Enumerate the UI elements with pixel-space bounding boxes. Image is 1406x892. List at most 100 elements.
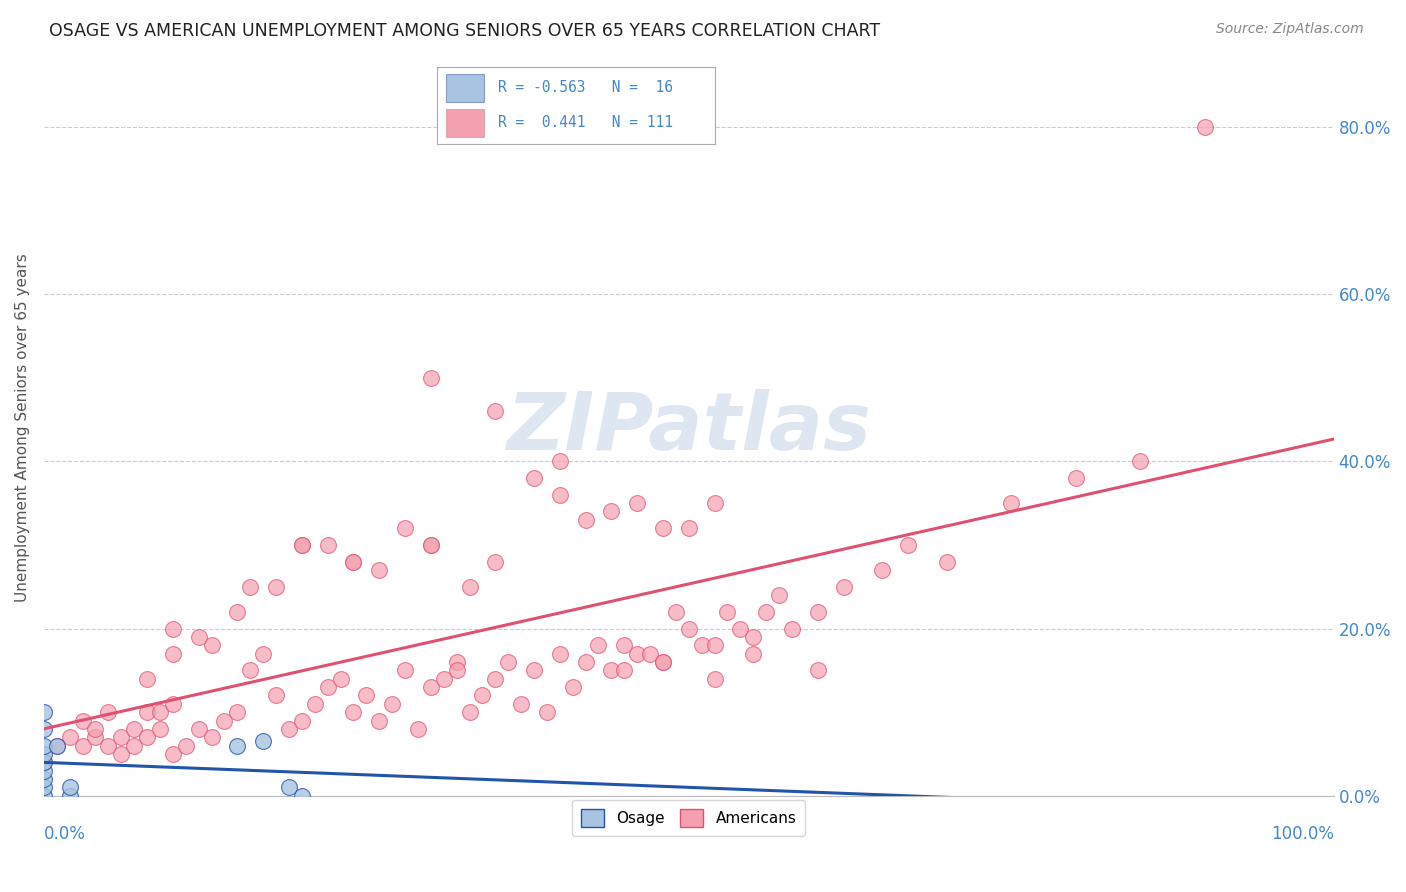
Point xyxy=(122,739,145,753)
Text: Source: ZipAtlas.com: Source: ZipAtlas.com xyxy=(1216,22,1364,37)
Point xyxy=(342,705,364,719)
Point xyxy=(626,496,648,510)
Point xyxy=(523,664,546,678)
Point xyxy=(419,538,441,552)
Point xyxy=(59,780,82,795)
Point xyxy=(419,680,441,694)
Point xyxy=(32,789,55,803)
Point xyxy=(394,664,416,678)
Point xyxy=(458,580,481,594)
Point xyxy=(45,739,67,753)
Point xyxy=(32,747,55,761)
Point xyxy=(32,705,55,719)
Point xyxy=(368,563,391,577)
Point xyxy=(690,638,713,652)
Point xyxy=(291,714,314,728)
Point xyxy=(394,521,416,535)
Point xyxy=(291,538,314,552)
Point xyxy=(174,739,197,753)
Point xyxy=(703,496,725,510)
Point xyxy=(342,555,364,569)
Point xyxy=(187,722,209,736)
Point xyxy=(136,731,159,745)
Point xyxy=(638,647,661,661)
Point xyxy=(471,689,494,703)
Point xyxy=(45,739,67,753)
Point xyxy=(84,722,107,736)
Point xyxy=(484,672,506,686)
Text: 100.0%: 100.0% xyxy=(1271,825,1334,843)
Point xyxy=(381,697,404,711)
Point xyxy=(136,672,159,686)
Y-axis label: Unemployment Among Seniors over 65 years: Unemployment Among Seniors over 65 years xyxy=(15,253,30,602)
Point xyxy=(406,722,429,736)
Point xyxy=(278,780,301,795)
Point xyxy=(200,731,222,745)
Point xyxy=(97,739,120,753)
Point xyxy=(356,689,378,703)
Point xyxy=(264,689,287,703)
Point xyxy=(419,538,441,552)
Point xyxy=(665,605,688,619)
Point xyxy=(1064,471,1087,485)
Point xyxy=(703,638,725,652)
Point xyxy=(807,664,830,678)
Text: 0.0%: 0.0% xyxy=(44,825,86,843)
Point xyxy=(652,655,675,669)
Point xyxy=(523,471,546,485)
Point xyxy=(678,521,700,535)
Point xyxy=(368,714,391,728)
Point xyxy=(536,705,558,719)
Point xyxy=(149,722,172,736)
Point xyxy=(755,605,778,619)
Point xyxy=(574,655,596,669)
Point xyxy=(239,664,262,678)
Point xyxy=(162,747,184,761)
Point xyxy=(548,454,571,468)
Point xyxy=(626,647,648,661)
Point xyxy=(484,555,506,569)
Point xyxy=(1129,454,1152,468)
Point xyxy=(72,739,94,753)
Point xyxy=(433,672,456,686)
Point xyxy=(446,664,468,678)
Point xyxy=(703,672,725,686)
Point xyxy=(59,789,82,803)
Legend: Osage, Americans: Osage, Americans xyxy=(572,800,806,836)
Point xyxy=(97,705,120,719)
Point xyxy=(214,714,236,728)
Point xyxy=(252,647,274,661)
Point xyxy=(149,705,172,719)
Point xyxy=(342,555,364,569)
Point xyxy=(897,538,920,552)
Point xyxy=(316,680,339,694)
Point xyxy=(252,734,274,748)
Text: OSAGE VS AMERICAN UNEMPLOYMENT AMONG SENIORS OVER 65 YEARS CORRELATION CHART: OSAGE VS AMERICAN UNEMPLOYMENT AMONG SEN… xyxy=(49,22,880,40)
Point xyxy=(496,655,519,669)
Point xyxy=(72,714,94,728)
Point xyxy=(59,731,82,745)
Point xyxy=(548,647,571,661)
Point xyxy=(561,680,583,694)
Point xyxy=(122,722,145,736)
Point xyxy=(419,370,441,384)
Point xyxy=(32,780,55,795)
Point xyxy=(600,504,623,518)
Point xyxy=(32,764,55,778)
Point xyxy=(226,705,249,719)
Point xyxy=(1000,496,1022,510)
Point xyxy=(32,739,55,753)
Point xyxy=(446,655,468,669)
Point xyxy=(730,622,752,636)
Point xyxy=(588,638,610,652)
Point xyxy=(652,655,675,669)
Point xyxy=(32,722,55,736)
Point xyxy=(458,705,481,719)
Point xyxy=(600,664,623,678)
Point xyxy=(935,555,957,569)
Point xyxy=(32,756,55,770)
Point xyxy=(187,630,209,644)
Point xyxy=(264,580,287,594)
Point xyxy=(574,513,596,527)
Point xyxy=(742,647,765,661)
